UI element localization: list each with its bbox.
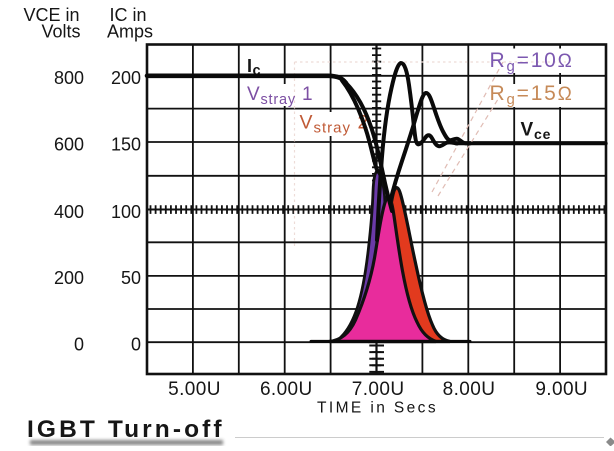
svg-text:IC in: IC in: [109, 5, 146, 25]
svg-text:9.00U: 9.00U: [535, 379, 588, 400]
svg-text:5.00U: 5.00U: [168, 379, 221, 400]
svg-text:Vstray 2: Vstray 2: [300, 112, 370, 137]
svg-text:Amps: Amps: [107, 22, 153, 42]
svg-text:0: 0: [74, 335, 84, 355]
svg-text:200: 200: [54, 268, 84, 288]
svg-text:7.00U: 7.00U: [352, 379, 405, 400]
svg-text:Vce: Vce: [521, 120, 552, 143]
svg-text:Volts: Volts: [41, 22, 80, 42]
svg-text:8.00U: 8.00U: [443, 379, 496, 400]
svg-text:TIME in Secs: TIME in Secs: [317, 400, 438, 417]
svg-text:100: 100: [111, 202, 141, 222]
svg-text:VCE in: VCE in: [23, 5, 79, 25]
svg-text:400: 400: [54, 202, 84, 222]
svg-text:Vstray 1: Vstray 1: [247, 84, 313, 108]
svg-text:150: 150: [111, 134, 141, 154]
svg-text:6.00U: 6.00U: [260, 379, 313, 400]
svg-text:200: 200: [111, 68, 141, 88]
svg-text:Rg=15Ω: Rg=15Ω: [490, 82, 574, 108]
svg-text:50: 50: [121, 268, 141, 288]
svg-text:800: 800: [54, 68, 84, 88]
svg-text:Rg=10Ω: Rg=10Ω: [490, 49, 574, 75]
svg-text:600: 600: [54, 134, 84, 154]
svg-text:IGBT Turn-off: IGBT Turn-off: [27, 416, 225, 443]
svg-text:0: 0: [131, 335, 141, 355]
